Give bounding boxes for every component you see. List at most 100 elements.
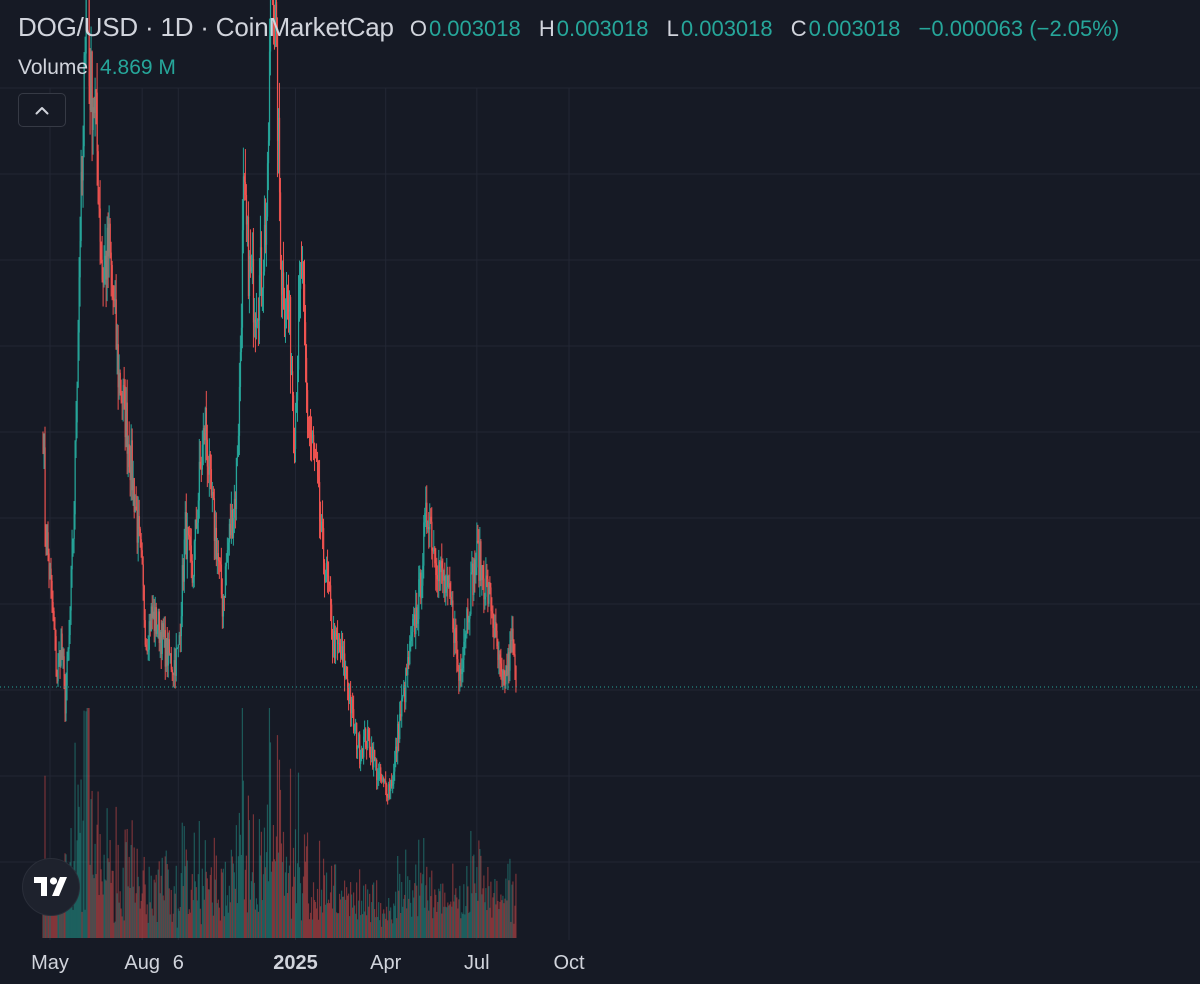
candle-body [449,583,451,597]
volume-bar [128,856,130,938]
volume-bar [219,920,221,938]
candle-body [117,344,119,388]
candle-body [57,660,59,682]
candle-body [452,600,454,629]
candle-body [467,608,469,623]
candle-body [235,457,238,510]
volume-bar [78,806,80,938]
candle-body [329,581,331,586]
candle-body [190,545,192,561]
candle-body [489,582,491,588]
volume-bar [421,883,423,938]
candle-body [175,647,177,676]
volume-bar [376,880,378,938]
candle-body [280,261,283,295]
candle-body [365,728,367,748]
volume-bar [469,911,471,938]
volume-bar [100,869,102,938]
candle-body [346,667,348,680]
volume-bar [494,879,496,938]
candle-body [302,264,304,267]
collapse-legend-button[interactable] [18,93,66,127]
volume-bar [503,903,505,938]
tradingview-logo-icon[interactable] [22,858,80,916]
candle-body [422,565,424,586]
candle-body [469,614,471,619]
volume-bar [302,876,305,938]
volume-bar [182,886,184,938]
candle-body [326,561,328,578]
volume-bar [224,861,226,938]
candle-body [465,632,467,635]
volume-bar [207,889,209,938]
candle-body [345,667,347,678]
volume-bar [372,884,374,938]
volume-bar [59,898,61,938]
candle-body [94,89,96,113]
volume-bar [452,863,454,938]
volume-bar [111,870,113,938]
candle-body [502,669,504,681]
candle-body [408,657,410,664]
volume-bar [331,908,334,938]
candle-body [404,685,406,703]
candle-body [221,594,224,617]
candle-body [318,476,320,483]
volume-bar [451,906,453,938]
candle-body [53,611,55,628]
candle-body [379,767,381,772]
candle-body [106,227,108,280]
candle-body [441,560,443,568]
candle-body [398,723,400,740]
candle-body [226,550,229,563]
candle-body [149,621,151,632]
candle-body [303,264,305,285]
volume-bar [304,861,307,938]
volume-bar [171,921,173,938]
volume-bar [356,882,358,938]
candle-body [350,695,352,714]
volume-bar [253,882,256,938]
candle-body [442,567,444,581]
candle-body [189,536,191,546]
volume-bar [380,903,382,938]
volume-bar [113,922,115,938]
volume-label[interactable]: Volume [18,56,89,79]
volume-bar [495,904,497,938]
candle-body [425,502,427,514]
candle-body [268,51,271,141]
candle-body [335,630,337,659]
candle-body [72,539,74,542]
candle-body [378,771,380,779]
candle-body [359,734,361,764]
time-axis-label: Aug [124,952,160,974]
volume-bar [488,886,490,938]
volume-bar [362,914,364,938]
volume-bar [44,775,46,938]
candle-body [447,575,449,588]
candle-body [474,559,476,576]
candle-body [258,275,261,321]
volume-bar [448,905,450,938]
volume-bar [127,886,129,938]
volume-bar [440,883,442,938]
candle-body [385,781,387,785]
volume-bar [462,913,464,938]
candle-body [236,456,239,458]
candle-body [66,656,68,686]
candle-body [439,561,441,573]
volume-bar [140,900,142,938]
volume-bar [394,905,396,938]
volume-bar [465,906,467,938]
volume-bar [107,858,109,938]
candle-body [491,611,493,614]
volume-bar [192,900,194,938]
volume-bar [263,827,266,938]
volume-bar [109,840,111,938]
candle-body [127,444,129,454]
candle-body [506,665,508,675]
symbol-title[interactable]: DOG/USD · 1D · CoinMarketCap [18,12,394,42]
candle-body [267,140,270,164]
candle-body [185,512,187,560]
